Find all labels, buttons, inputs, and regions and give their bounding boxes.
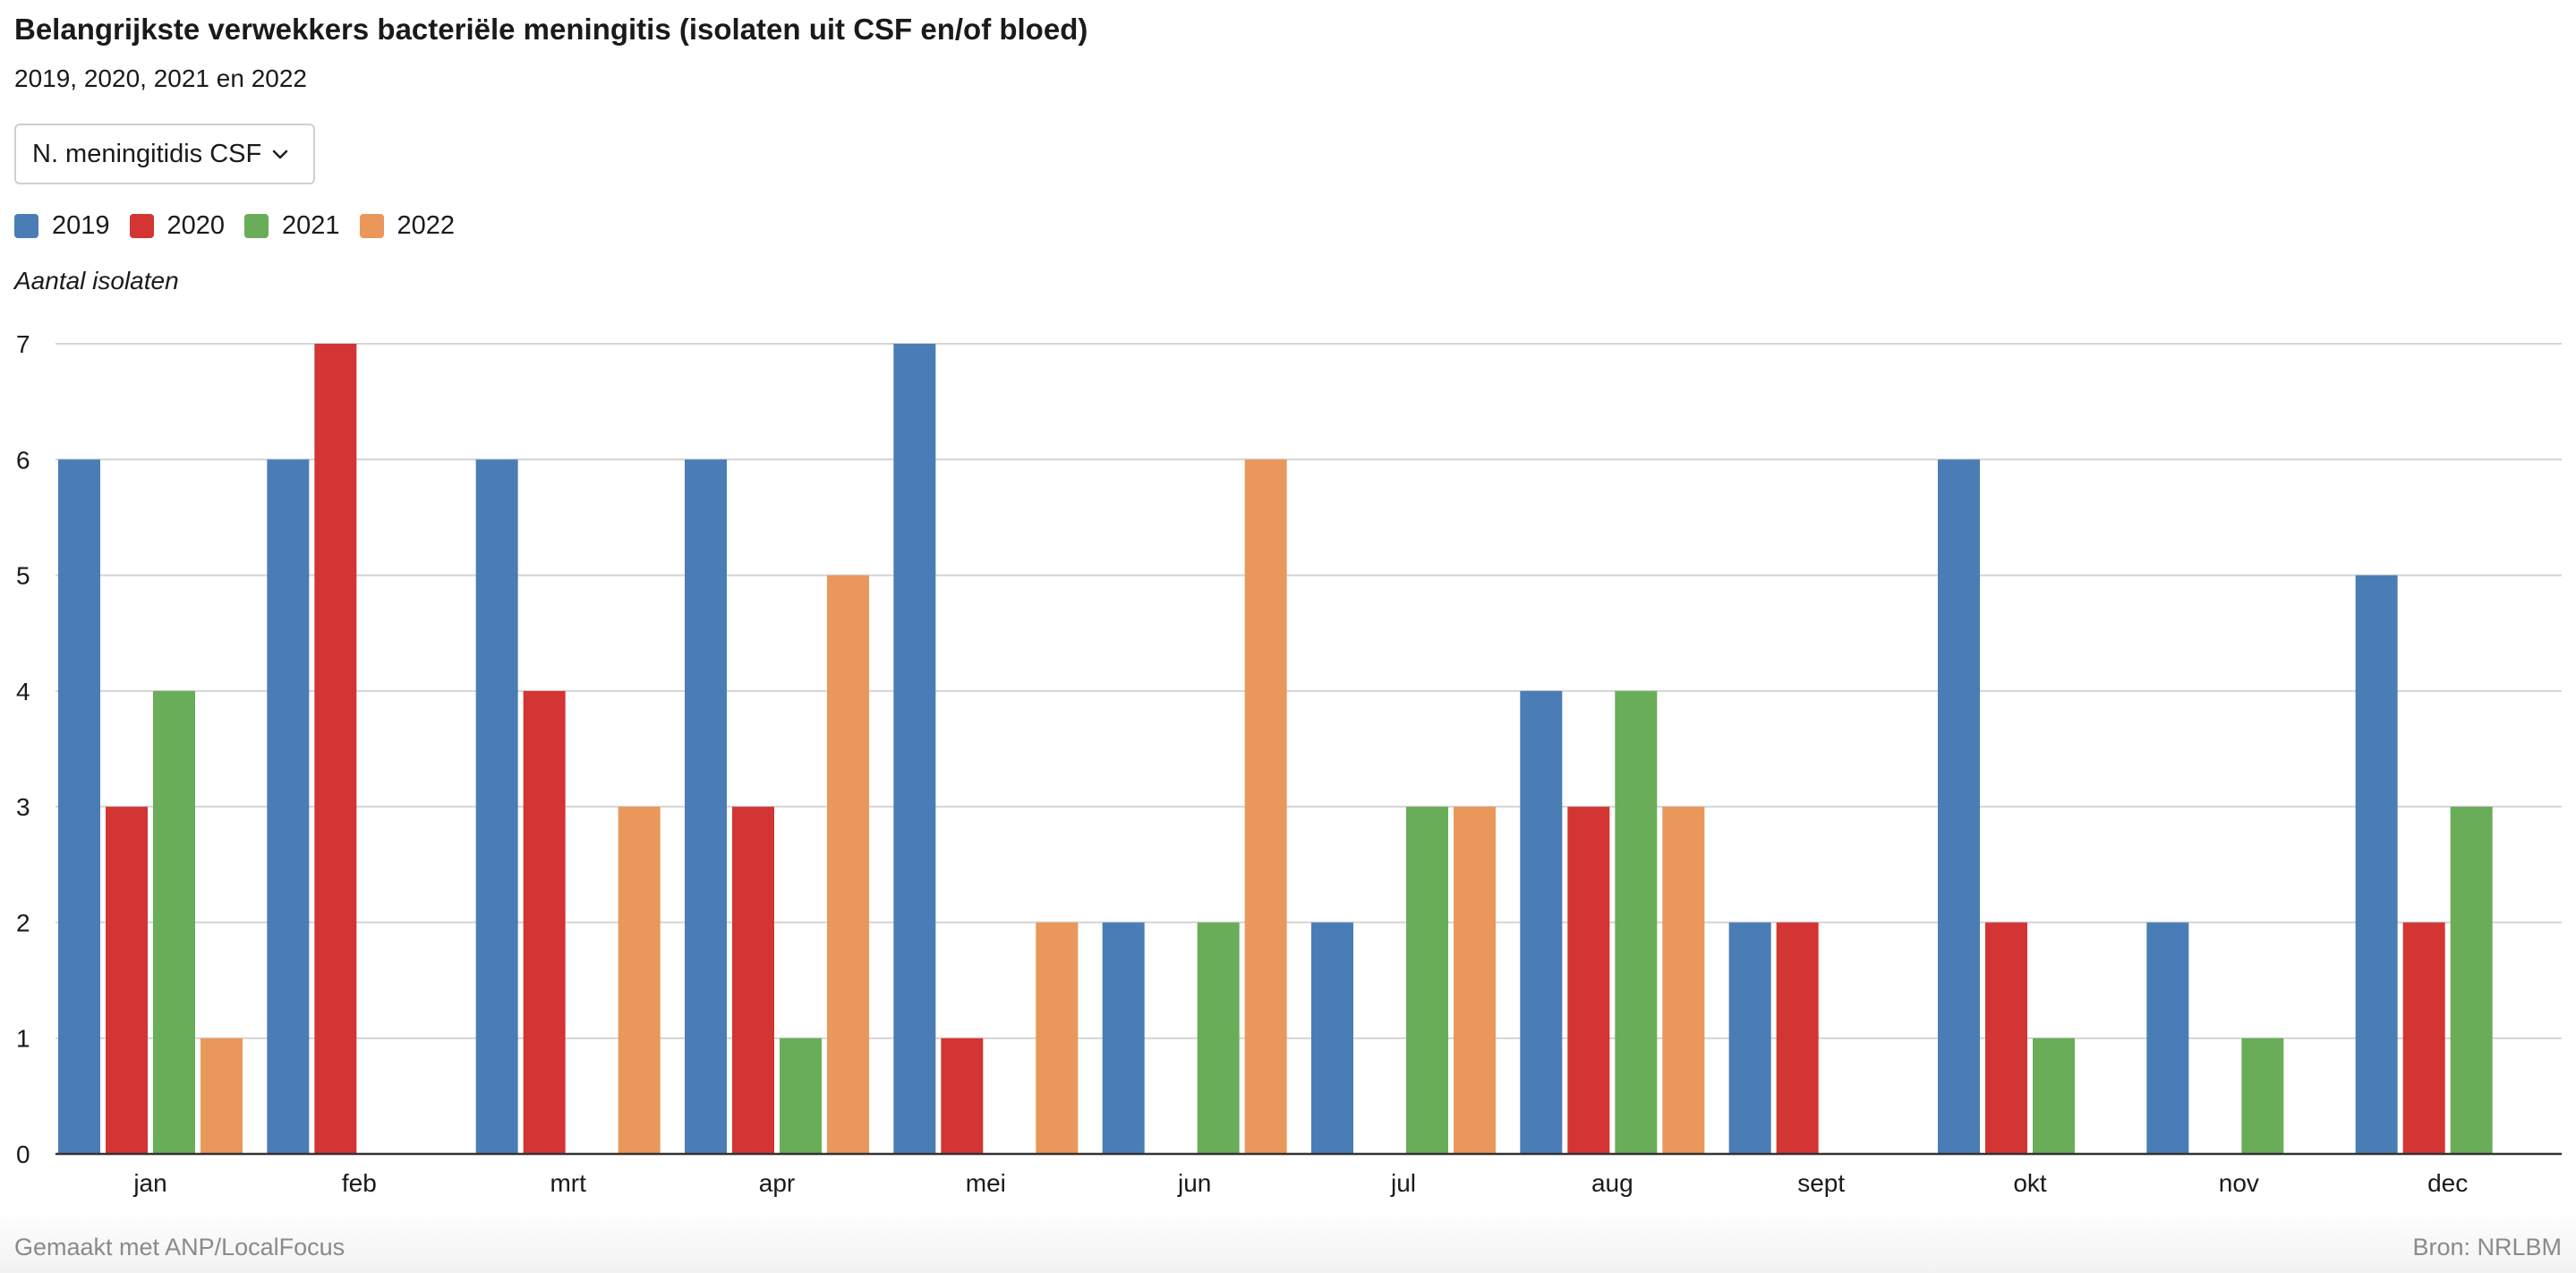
bar-2019-okt (1938, 459, 1980, 1154)
x-tick-label: dec (2427, 1169, 2468, 1197)
bar-2021-jul (1406, 807, 1448, 1154)
bar-2021-aug (1615, 690, 1658, 1154)
chart-title: Belangrijkste verwekkers bacteriële meni… (14, 13, 1088, 46)
dropdown-selected-value: N. meningitidis CSF (32, 139, 262, 168)
x-tick-label: feb (342, 1169, 377, 1197)
legend-label: 2021 (282, 211, 340, 240)
bar-2022-jul (1454, 807, 1496, 1154)
bar-2022-mrt (618, 807, 661, 1154)
legend-item-2021[interactable]: 2021 (244, 211, 340, 241)
bar-2019-jul (1311, 922, 1353, 1154)
legend-swatch-2019 (14, 214, 38, 238)
x-tick-label: jul (1390, 1169, 1416, 1197)
bar-2021-okt (2033, 1038, 2075, 1154)
x-tick-label: jan (132, 1169, 166, 1197)
bar-2022-apr (827, 575, 869, 1154)
bar-2019-apr (685, 459, 727, 1154)
bar-2020-mrt (523, 690, 566, 1154)
bar-2020-dec (2402, 922, 2445, 1154)
bar-2019-aug (1520, 690, 1563, 1154)
legend-item-2020[interactable]: 2020 (129, 211, 226, 241)
y-tick-label: 3 (16, 793, 30, 821)
x-tick-label: nov (2219, 1169, 2259, 1197)
bar-2021-apr (780, 1038, 822, 1154)
bar-2020-okt (1985, 922, 2027, 1154)
bar-2019-nov (2146, 922, 2189, 1154)
bar-2019-mrt (475, 459, 518, 1154)
chart-legend: 2019 2020 2021 2022 (14, 211, 474, 241)
bar-2019-mei (893, 344, 936, 1154)
y-tick-label: 5 (16, 562, 30, 590)
y-tick-label: 1 (16, 1025, 30, 1053)
bar-2020-jan (106, 807, 148, 1154)
legend-item-2022[interactable]: 2022 (359, 211, 456, 241)
bar-2019-dec (2355, 575, 2398, 1154)
legend-label: 2022 (397, 211, 456, 240)
bar-2022-jun (1244, 459, 1287, 1154)
y-tick-label: 6 (16, 446, 30, 474)
footer-credit: Gemaakt met ANP/LocalFocus (14, 1234, 345, 1260)
x-tick-label: sept (1797, 1169, 1845, 1197)
bar-2021-nov (2241, 1038, 2284, 1154)
x-tick-label: okt (2013, 1169, 2047, 1197)
chart-subtitle: 2019, 2020, 2021 en 2022 (14, 64, 307, 92)
x-tick-label: jun (1177, 1169, 1211, 1197)
bar-2022-jan (200, 1038, 243, 1154)
bar-2022-aug (1662, 807, 1705, 1154)
bar-2020-apr (732, 807, 774, 1154)
y-axis-label: Aantal isolaten (14, 267, 179, 295)
footer-fade (0, 1209, 2576, 1273)
x-tick-label: mei (966, 1169, 1006, 1197)
x-tick-label: apr (759, 1169, 795, 1197)
y-tick-label: 4 (16, 678, 30, 705)
bar-2019-jun (1102, 922, 1145, 1154)
legend-label: 2020 (166, 211, 226, 240)
bar-2020-aug (1567, 807, 1610, 1154)
bar-2020-sept (1776, 922, 1819, 1154)
y-tick-label: 7 (16, 330, 30, 358)
footer-source: Bron: NRLBM (2412, 1234, 2562, 1260)
x-tick-label: aug (1591, 1169, 1633, 1197)
bar-chart: 0 1 2 3 4 5 6 7 jan feb mrt apr mei jun jul aug sept okt n… (16, 330, 2562, 1197)
x-tick-label: mrt (550, 1169, 586, 1197)
legend-label: 2019 (52, 211, 110, 240)
bar-2021-jan (153, 690, 195, 1154)
bar-2019-jan (58, 459, 100, 1154)
legend-swatch-2021 (244, 214, 269, 238)
bar-2019-sept (1728, 922, 1771, 1154)
bar-2021-jun (1197, 922, 1240, 1154)
y-tick-label: 0 (16, 1141, 30, 1168)
bar-2019-feb (267, 459, 310, 1154)
legend-swatch-2022 (359, 214, 384, 238)
legend-swatch-2020 (129, 214, 154, 238)
chevron-down-icon (272, 150, 288, 159)
bar-2022-mei (1036, 922, 1079, 1154)
bar-2021-dec (2450, 807, 2493, 1154)
bar-2020-feb (314, 344, 357, 1154)
y-tick-label: 2 (16, 909, 30, 936)
legend-item-2019[interactable]: 2019 (14, 211, 110, 241)
bar-2020-mei (941, 1038, 984, 1154)
series-select-dropdown[interactable]: N. meningitidis CSF (14, 124, 315, 184)
